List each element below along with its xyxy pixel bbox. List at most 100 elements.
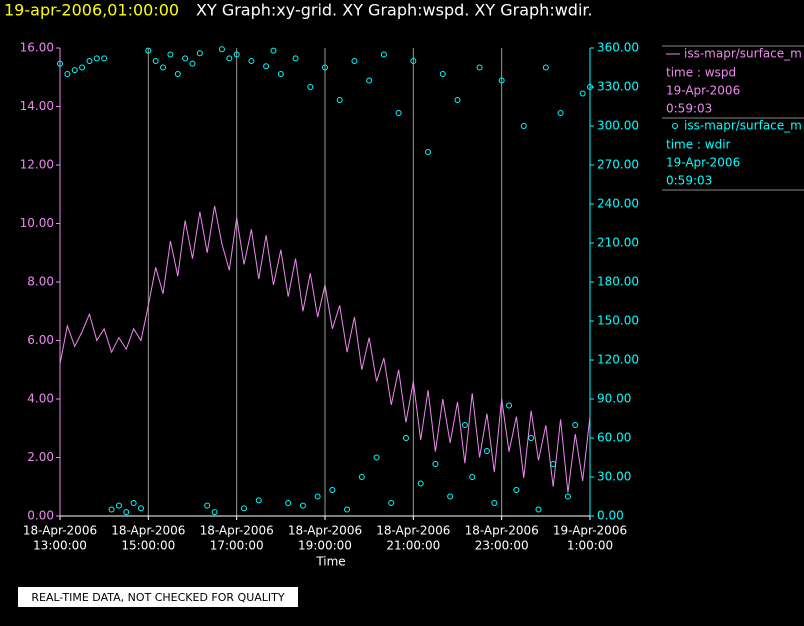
y2-tick-label: 120.00 [597, 353, 639, 367]
series-point [123, 509, 130, 516]
x-tick-label: 17:00:00 [210, 539, 264, 553]
timestamp: 19-apr-2006,01:00:00 [4, 1, 179, 20]
legend-detail: 19-Apr-2006 [666, 84, 740, 98]
y-tick-label: 6.00 [27, 333, 54, 347]
series-point [491, 500, 498, 506]
series-point [557, 110, 564, 116]
series-point [528, 435, 535, 441]
series-point [506, 402, 513, 409]
series-point [226, 55, 233, 62]
legend-detail: 19-Apr-2006 [666, 156, 740, 170]
series-point [447, 493, 454, 500]
x-tick-label: 19-Apr-2006 [553, 524, 627, 538]
x-tick-label: 13:00:00 [33, 539, 87, 553]
y2-tick-label: 360.00 [597, 41, 639, 55]
series-point [461, 422, 468, 428]
y-tick-label: 14.00 [20, 99, 54, 113]
y2-tick-label: 30.00 [597, 470, 631, 484]
legend-swatch [672, 123, 678, 129]
series-point [145, 47, 152, 54]
series-point [469, 474, 476, 480]
series-point [241, 505, 248, 512]
series-point [454, 97, 461, 103]
y2-tick-label: 300.00 [597, 119, 639, 133]
series-point [160, 64, 167, 71]
series-point [292, 55, 299, 62]
y-tick-label: 0.00 [27, 509, 54, 523]
series-point [336, 97, 343, 103]
y2-tick-label: 0.00 [597, 509, 624, 523]
chart-title: XY Graph:xy-grid. XY Graph:wspd. XY Grap… [196, 1, 593, 20]
series-point [380, 51, 387, 58]
series-point [425, 149, 432, 155]
series-point [498, 77, 505, 84]
series-point [432, 461, 439, 467]
y-tick-label: 12.00 [20, 158, 54, 172]
series-point [344, 506, 351, 513]
series-point [130, 500, 137, 506]
series-point [402, 435, 409, 441]
series-point [101, 55, 108, 62]
y2-tick-label: 180.00 [597, 275, 639, 289]
series-point [152, 58, 159, 64]
series-point [587, 84, 593, 90]
series-point [388, 500, 395, 506]
legend-detail: time : wspd [666, 66, 736, 80]
x-tick-label: 19:00:00 [298, 539, 352, 553]
series-point [579, 90, 586, 97]
series-point [314, 493, 321, 500]
series-point [270, 47, 277, 54]
series-point [174, 71, 181, 77]
series-point [86, 58, 93, 64]
legend-detail: 0:59:03 [666, 102, 712, 116]
series-point [410, 58, 417, 64]
series-point [366, 77, 373, 84]
y2-tick-label: 270.00 [597, 158, 639, 172]
series-point [233, 51, 240, 58]
series-point [255, 497, 262, 504]
series-point [285, 500, 292, 506]
y2-tick-label: 60.00 [597, 431, 631, 445]
x-tick-label: 18-Apr-2006 [200, 524, 274, 538]
x-tick-label: 23:00:00 [475, 539, 529, 553]
y-tick-label: 8.00 [27, 275, 54, 289]
series-point [351, 58, 358, 64]
series-point [395, 110, 402, 116]
series-point [572, 422, 579, 428]
series-point [182, 55, 189, 62]
series-point [329, 487, 336, 493]
series-point [476, 64, 483, 71]
x-tick-label: 18-Apr-2006 [465, 524, 539, 538]
legend-entry: iss-mapr/surface_m [684, 47, 802, 61]
x-tick-label: 18-Apr-2006 [288, 524, 362, 538]
y-tick-label: 16.00 [20, 41, 54, 55]
series-point [137, 505, 144, 512]
footer: REAL-TIME DATA, NOT CHECKED FOR QUALITY [31, 591, 285, 604]
series-point [263, 63, 270, 70]
series-point [79, 64, 86, 71]
x-tick-label: 18-Apr-2006 [23, 524, 97, 538]
series-point [211, 509, 218, 516]
y2-tick-label: 330.00 [597, 80, 639, 94]
series-point [57, 60, 63, 67]
series-point [564, 493, 571, 500]
series-point [322, 64, 328, 71]
legend-detail: time : wdir [666, 138, 731, 152]
series-point [93, 55, 100, 62]
series-point [108, 506, 115, 513]
series-point [277, 71, 284, 77]
x-tick-label: 18-Apr-2006 [111, 524, 185, 538]
legend-detail: 0:59:03 [666, 174, 712, 188]
series-point [520, 123, 527, 129]
series-line [59, 205, 591, 493]
series-point [535, 506, 542, 513]
series-point [167, 51, 174, 58]
x-tick-label: 1:00:00 [567, 539, 613, 553]
series-point [358, 474, 365, 480]
y-tick-label: 2.00 [27, 450, 54, 464]
series-point [439, 71, 446, 77]
series-point [189, 60, 196, 67]
